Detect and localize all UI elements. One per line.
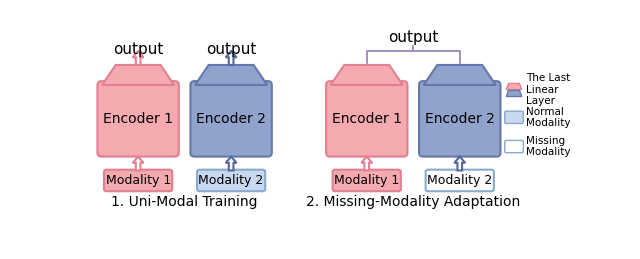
FancyBboxPatch shape — [197, 170, 265, 191]
FancyBboxPatch shape — [104, 170, 172, 191]
Polygon shape — [424, 65, 496, 85]
FancyBboxPatch shape — [505, 111, 524, 124]
Polygon shape — [132, 157, 143, 170]
Text: Encoder 1: Encoder 1 — [332, 112, 402, 126]
Polygon shape — [195, 65, 267, 85]
Polygon shape — [506, 83, 522, 90]
Text: Encoder 1: Encoder 1 — [103, 112, 173, 126]
FancyBboxPatch shape — [326, 81, 408, 157]
Polygon shape — [454, 157, 465, 170]
Polygon shape — [226, 157, 237, 170]
Polygon shape — [132, 51, 143, 65]
Text: The Last
Linear
Layer: The Last Linear Layer — [525, 73, 570, 106]
Text: Modality 1: Modality 1 — [106, 174, 171, 187]
FancyBboxPatch shape — [333, 170, 401, 191]
FancyBboxPatch shape — [97, 81, 179, 157]
Text: Encoder 2: Encoder 2 — [196, 112, 266, 126]
Polygon shape — [506, 90, 522, 97]
Text: Modality 1: Modality 1 — [334, 174, 399, 187]
Text: output: output — [388, 30, 438, 45]
Text: Encoder 2: Encoder 2 — [425, 112, 495, 126]
Text: 2. Missing-Modality Adaptation: 2. Missing-Modality Adaptation — [306, 195, 520, 209]
Text: Normal
Modality: Normal Modality — [525, 106, 570, 128]
Polygon shape — [331, 65, 403, 85]
Polygon shape — [362, 157, 372, 170]
Text: Modality 2: Modality 2 — [427, 174, 492, 187]
FancyBboxPatch shape — [419, 81, 500, 157]
Polygon shape — [102, 65, 174, 85]
FancyBboxPatch shape — [426, 170, 494, 191]
Text: output: output — [113, 42, 163, 57]
Text: Missing
Modality: Missing Modality — [525, 136, 570, 157]
FancyBboxPatch shape — [191, 81, 272, 157]
Text: output: output — [206, 42, 256, 57]
Polygon shape — [226, 51, 237, 65]
FancyBboxPatch shape — [505, 140, 524, 153]
Text: Modality 2: Modality 2 — [198, 174, 264, 187]
Text: 1. Uni-Modal Training: 1. Uni-Modal Training — [111, 195, 258, 209]
